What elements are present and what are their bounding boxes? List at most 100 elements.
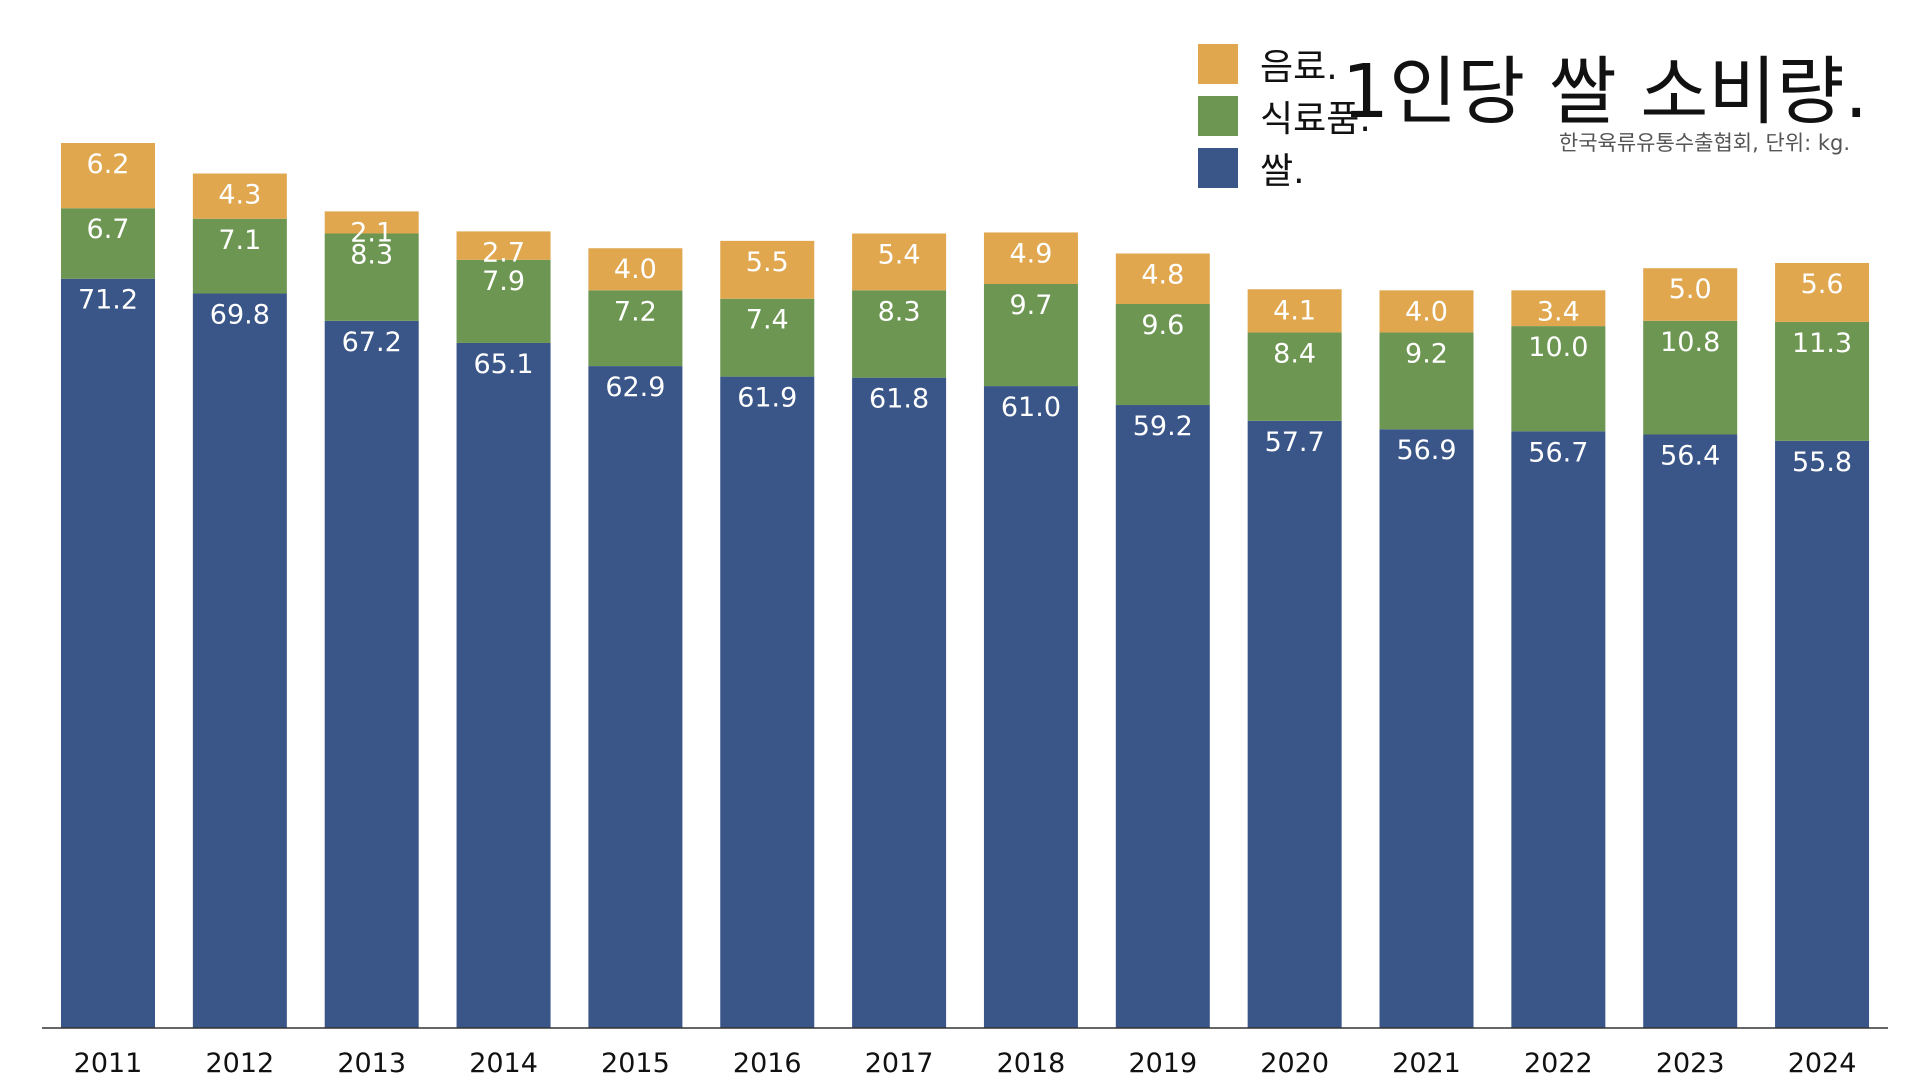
bar-segment-drinks-2022: [1511, 290, 1606, 327]
data-label-rice-2023: 56.4: [1660, 440, 1720, 471]
bar-segment-food-2016: [720, 298, 815, 377]
x-tick-label-2016: 2016: [733, 1048, 802, 1079]
bar-segment-rice-2020: [1247, 420, 1342, 1028]
data-label-drinks-2022: 3.4: [1537, 296, 1580, 327]
data-label-drinks-2012: 4.3: [218, 180, 261, 211]
bar-segment-food-2022: [1511, 326, 1606, 432]
bar-segment-drinks-2016: [720, 240, 815, 299]
data-label-food-2016: 7.4: [746, 305, 789, 336]
bar-segment-rice-2022: [1511, 431, 1606, 1028]
data-label-food-2015: 7.2: [614, 296, 657, 327]
data-label-drinks-2020: 4.1: [1273, 295, 1316, 326]
chart-title: 1인당 쌀 소비량.: [1341, 49, 1868, 135]
x-tick-label-2021: 2021: [1392, 1048, 1461, 1079]
bar-segment-food-2015: [588, 290, 683, 367]
x-tick-label-2022: 2022: [1524, 1048, 1593, 1079]
data-label-rice-2022: 56.7: [1528, 437, 1588, 468]
bar-segment-drinks-2011: [61, 143, 155, 209]
bar-segment-drinks-2023: [1643, 268, 1738, 321]
legend-item-rice: 쌀.: [1198, 142, 1371, 194]
data-label-rice-2012: 69.8: [210, 299, 270, 330]
x-tick-label-2011: 2011: [74, 1048, 143, 1079]
bar-segment-food-2012: [192, 218, 287, 294]
x-tick-label-2020: 2020: [1260, 1048, 1329, 1079]
x-tick-label-2024: 2024: [1788, 1048, 1857, 1079]
bar-segment-food-2014: [456, 259, 551, 343]
bar-segment-drinks-2015: [588, 248, 683, 291]
bar-segment-food-2018: [983, 284, 1078, 387]
x-tick-label-2019: 2019: [1128, 1048, 1197, 1079]
legend-swatch-rice: [1198, 148, 1238, 188]
bar-segment-drinks-2017: [852, 233, 947, 291]
data-label-drinks-2015: 4.0: [614, 254, 657, 285]
bar-segment-rice-2014: [456, 342, 551, 1028]
data-label-rice-2020: 57.7: [1265, 427, 1325, 458]
bar-segment-drinks-2013: [324, 211, 419, 234]
bar-segment-rice-2012: [192, 293, 287, 1028]
bar-segment-rice-2019: [1115, 405, 1210, 1028]
data-label-rice-2015: 62.9: [605, 372, 665, 403]
legend-swatch-drinks: [1198, 44, 1238, 84]
data-label-drinks-2011: 6.2: [87, 149, 130, 180]
bar-segment-food-2017: [852, 290, 947, 378]
data-label-drinks-2013: 2.1: [350, 217, 393, 248]
bar-segment-drinks-2019: [1115, 253, 1210, 305]
bar-segment-food-2023: [1643, 320, 1738, 435]
data-label-drinks-2024: 5.6: [1801, 269, 1844, 300]
bar-segment-drinks-2024: [1775, 262, 1870, 322]
x-tick-label-2018: 2018: [997, 1048, 1066, 1079]
bar-segment-drinks-2012: [192, 173, 287, 219]
data-label-food-2019: 9.6: [1141, 310, 1184, 341]
bar-segment-rice-2017: [852, 377, 947, 1028]
data-label-drinks-2018: 4.9: [1009, 238, 1052, 269]
x-tick-label-2012: 2012: [205, 1048, 274, 1079]
bar-segment-food-2011: [61, 208, 155, 279]
data-label-drinks-2014: 2.7: [482, 237, 525, 268]
x-tick-label-2013: 2013: [337, 1048, 406, 1079]
data-label-rice-2024: 55.8: [1792, 447, 1852, 478]
x-tick-label-2017: 2017: [865, 1048, 934, 1079]
data-label-rice-2014: 65.1: [473, 349, 533, 380]
data-label-rice-2019: 59.2: [1133, 411, 1193, 442]
data-label-rice-2018: 61.0: [1001, 392, 1061, 423]
data-label-food-2021: 9.2: [1405, 338, 1448, 369]
x-tick-label-2023: 2023: [1656, 1048, 1725, 1079]
data-label-food-2023: 10.8: [1660, 327, 1720, 358]
bar-segment-drinks-2018: [983, 232, 1078, 285]
bar-segment-rice-2023: [1643, 434, 1738, 1028]
bar-segment-food-2021: [1379, 332, 1474, 430]
data-label-drinks-2021: 4.0: [1405, 296, 1448, 327]
chart-subtitle: 한국육류유통수출협회, 단위: kg.: [1558, 131, 1850, 155]
bar-segment-food-2024: [1775, 321, 1870, 441]
bar-segment-rice-2011: [61, 278, 155, 1028]
x-tick-label-2014: 2014: [469, 1048, 538, 1079]
data-label-rice-2016: 61.9: [737, 383, 797, 414]
legend-item-food: 식료품.: [1198, 90, 1371, 142]
data-label-drinks-2017: 5.4: [878, 239, 921, 270]
data-label-food-2022: 10.0: [1528, 332, 1588, 363]
data-label-rice-2013: 67.2: [342, 327, 402, 358]
bar-segment-drinks-2021: [1379, 290, 1474, 333]
bar-segment-drinks-2020: [1247, 289, 1342, 333]
bar-segment-rice-2021: [1379, 429, 1474, 1028]
bar-segment-rice-2013: [324, 320, 419, 1028]
data-label-food-2018: 9.7: [1009, 290, 1052, 321]
legend: 음료. 식료품. 쌀.: [1198, 38, 1371, 194]
bar-segment-rice-2018: [983, 386, 1078, 1029]
bar-segment-drinks-2014: [456, 231, 551, 260]
bar-segment-rice-2016: [720, 376, 815, 1028]
data-label-food-2017: 8.3: [878, 296, 921, 327]
data-label-food-2012: 7.1: [218, 225, 261, 256]
legend-swatch-food: [1198, 96, 1238, 136]
data-label-drinks-2023: 5.0: [1669, 274, 1712, 305]
data-label-rice-2021: 56.9: [1396, 435, 1456, 466]
bar-segment-food-2019: [1115, 304, 1210, 406]
data-label-rice-2011: 71.2: [78, 285, 138, 316]
legend-label-food: 식료품.: [1260, 99, 1371, 140]
data-label-food-2024: 11.3: [1792, 328, 1852, 359]
data-label-drinks-2019: 4.8: [1141, 259, 1184, 290]
data-label-food-2013: 8.3: [350, 239, 393, 270]
bar-segment-rice-2015: [588, 366, 683, 1028]
